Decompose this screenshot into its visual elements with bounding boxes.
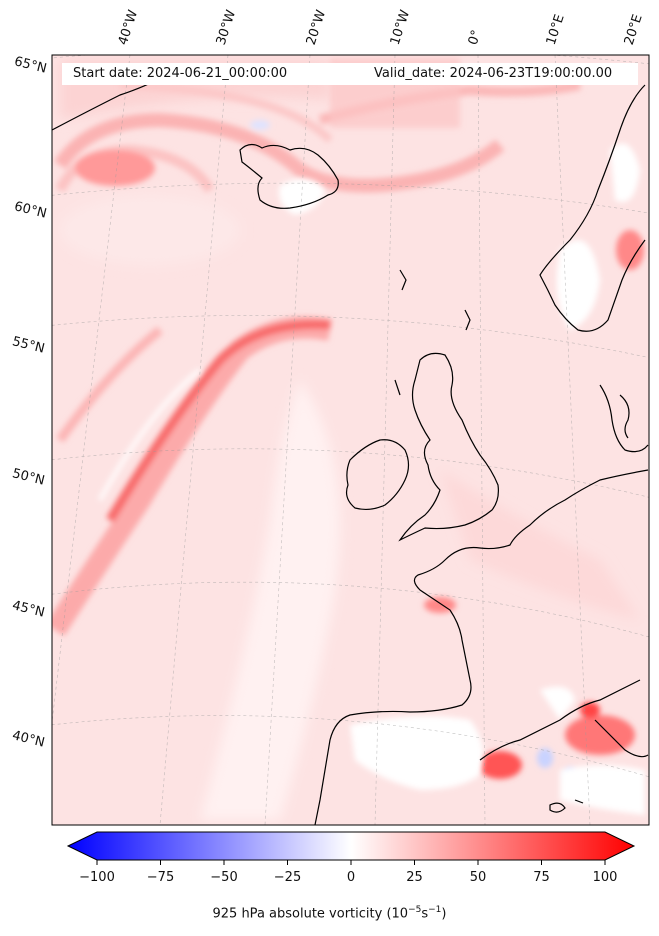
colorbar-tick-label: 25: [406, 870, 423, 885]
colorbar-tick-label: 50: [469, 870, 487, 885]
colorbar-label: 925 hPa absolute vorticity (10−5s−1): [212, 905, 447, 922]
coastlines: [52, 74, 649, 825]
colorbar-tick-label: 75: [533, 870, 550, 885]
valid-date-text: Valid_date: 2024-06-23T19:00:00.00: [374, 66, 613, 81]
colorbar-tick-label: 0: [346, 870, 356, 885]
colorbar-label-text: 925 hPa absolute vorticity (10: [212, 906, 409, 922]
vorticity-field: [52, 55, 649, 825]
start-date-text: Start date: 2024-06-21_00:00:00: [73, 66, 288, 81]
colorbar-label-exponent: −1: [428, 905, 442, 915]
colorbar-tick-label: 100: [592, 870, 618, 885]
map-frame: [51, 54, 650, 826]
colorbar-label-unit: s: [421, 906, 429, 922]
graticule: [52, 55, 649, 825]
colorbar-label-exponent: −5: [408, 905, 422, 915]
colorbar-tick-label: −75: [146, 870, 175, 885]
colorbar-tick-label: −25: [273, 870, 302, 885]
colorbar: [66, 831, 636, 865]
colorbar-tick-label: −100: [79, 870, 115, 885]
colorbar-tick-label: −50: [210, 870, 238, 885]
header-band: [62, 63, 638, 85]
